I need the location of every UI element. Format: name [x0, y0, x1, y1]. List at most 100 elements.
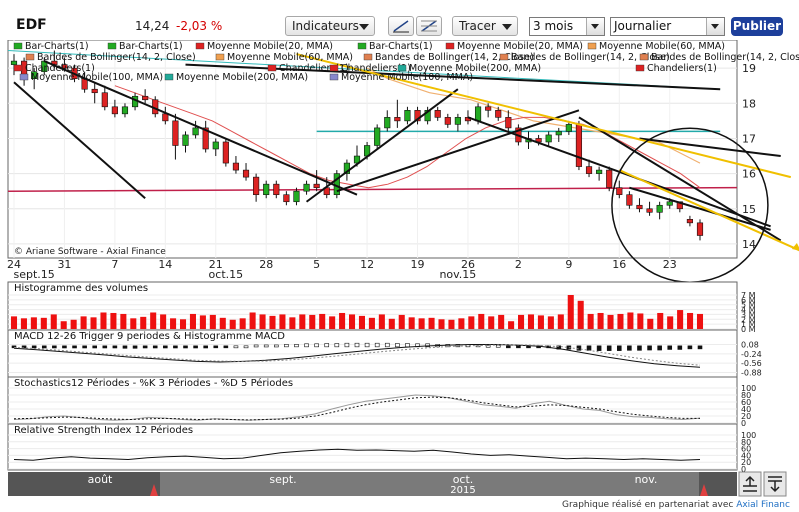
- last-price: 14,24: [135, 19, 170, 33]
- macd-histogram-bar: [616, 345, 622, 351]
- macd-lines: [11, 342, 703, 368]
- macd-histogram-bar: [637, 345, 642, 351]
- volume-bar: [498, 314, 505, 329]
- price-tick-label: 16: [742, 168, 756, 181]
- footer-brand-link[interactable]: Axial Financ: [736, 500, 790, 510]
- chevron-down-icon[interactable]: [586, 18, 604, 35]
- macd-histogram-bar: [384, 342, 390, 348]
- price-tick-label: 15: [742, 203, 756, 216]
- legend-entry: Bar-Charts(1): [119, 41, 183, 52]
- volume-bar: [289, 317, 296, 329]
- volume-bar: [677, 310, 684, 329]
- candle-body: [404, 110, 411, 122]
- macd-histogram-bar: [31, 345, 37, 349]
- macd-histogram-bar: [606, 345, 612, 351]
- candle-body: [495, 110, 502, 118]
- rsi-tick-label: 40: [741, 451, 751, 460]
- macd-panel: MACD 12-26 Trigger 9 periodes & Histogra…: [7, 329, 762, 378]
- candle-body: [374, 127, 381, 146]
- rsi-tick-label: 100: [741, 431, 756, 440]
- macd-histogram-bar: [294, 344, 299, 348]
- macd-histogram-bar: [395, 343, 400, 348]
- month-label: nov.15: [439, 268, 476, 281]
- legend-swatch: [499, 53, 509, 61]
- macd-trigger-line: [13, 344, 701, 366]
- zoom-out-button[interactable]: [763, 471, 787, 497]
- stochastics-tick-label: 60: [741, 398, 751, 407]
- legend-swatch: [397, 64, 407, 72]
- line-tool-button[interactable]: [388, 16, 414, 36]
- volume-bar: [488, 316, 495, 329]
- legend-swatch: [13, 42, 23, 50]
- candle-body: [41, 60, 48, 72]
- macd-tick-label: 0.08: [741, 341, 759, 350]
- candle-body: [596, 169, 603, 174]
- volume-bar: [299, 314, 306, 329]
- date-tick-label: 14: [158, 258, 172, 271]
- macd-histogram-bar: [62, 345, 67, 349]
- legend-swatch: [25, 53, 35, 61]
- candle-body: [414, 110, 421, 122]
- candle-body: [61, 64, 68, 69]
- volume-bar: [627, 312, 634, 329]
- price-tick-label: 17: [742, 132, 756, 145]
- macd-histogram-bar: [233, 345, 239, 349]
- fibonacci-tool-button[interactable]: [416, 16, 442, 36]
- bollinger-line: [7, 186, 738, 192]
- volume-tick-label: 6 M: [741, 296, 756, 305]
- volume-tick-label: 5 M: [741, 301, 756, 310]
- candle-body: [384, 117, 391, 129]
- legend-swatch: [329, 64, 339, 72]
- trendline: [296, 53, 792, 179]
- candle-body: [686, 219, 693, 224]
- publish-button[interactable]: Publier: [731, 17, 783, 36]
- candle-body: [626, 194, 633, 206]
- macd-histogram-bar: [677, 345, 683, 350]
- indicators-dropdown[interactable]: Indicateurs: [285, 16, 375, 36]
- candle-body: [394, 117, 401, 122]
- volume-bar: [378, 314, 385, 329]
- toolbar: EDF 14,24 -2,03 % Indicateurs Tracer 3 m…: [0, 0, 799, 40]
- candle-body: [545, 134, 552, 143]
- price-panel: Bar-Charts(1) Bar-Charts(1) Moyenne Mobile…: [7, 40, 799, 284]
- volume-bar: [239, 318, 246, 329]
- volume-bar: [418, 318, 425, 329]
- macd-histogram-bar: [344, 342, 350, 348]
- macd-histogram-bar: [425, 343, 430, 348]
- navigator-left-handle-icon[interactable]: [150, 484, 158, 496]
- date-tick-label: 31: [57, 258, 71, 271]
- chevron-down-icon[interactable]: [706, 18, 724, 35]
- macd-histogram-bar: [516, 345, 521, 349]
- zoom-in-button[interactable]: [738, 471, 762, 497]
- chevron-down-icon: [502, 24, 512, 30]
- navigator-window[interactable]: [160, 472, 699, 496]
- volume-bar: [30, 317, 37, 329]
- rsi-tick-label: 80: [741, 438, 751, 447]
- fibonacci-tool-icon: [421, 20, 437, 32]
- stochastics-k-line: [13, 394, 701, 421]
- candle-body: [565, 124, 572, 132]
- stochastics-d-line: [13, 396, 700, 421]
- draw-dropdown[interactable]: Tracer: [452, 16, 518, 36]
- candle-body: [444, 117, 451, 125]
- candle-body: [182, 134, 189, 146]
- macd-histogram-bar: [273, 344, 279, 348]
- volume-bar: [60, 321, 67, 329]
- volume-bar: [110, 312, 117, 329]
- legend-entry: Moyenne Mobile(20, MMA): [207, 41, 333, 52]
- navigator-month-label: sept.: [269, 473, 296, 486]
- candle-body: [222, 141, 229, 164]
- macd-histogram-bar: [647, 345, 652, 351]
- navigator-right-handle-icon[interactable]: [700, 484, 708, 496]
- period-value: 3 mois: [533, 19, 574, 33]
- price-change: -2,03 %: [176, 19, 223, 33]
- candle-body: [585, 166, 593, 174]
- time-navigator[interactable]: août sept. oct. nov. 2015: [8, 472, 737, 496]
- macd-histogram-bar: [596, 345, 602, 351]
- date-tick-label: 19: [411, 258, 425, 271]
- interval-select[interactable]: Journalier: [610, 17, 725, 36]
- candle-body: [646, 208, 653, 213]
- period-select[interactable]: 3 mois: [529, 17, 605, 36]
- macd-histogram-bar: [324, 343, 330, 348]
